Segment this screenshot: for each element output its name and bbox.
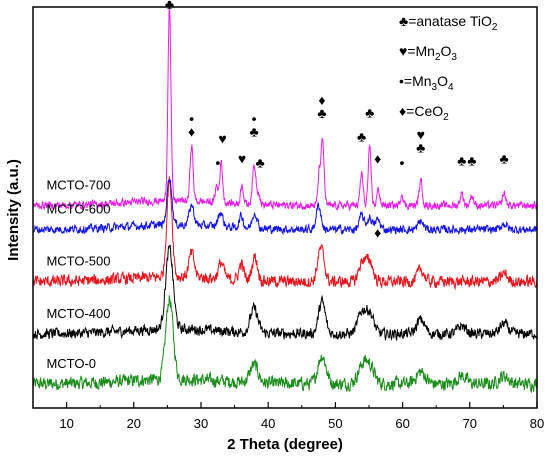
legend-entry-anatase: ♣=anatase TiO2 (399, 13, 498, 33)
peak-marker-club-icon: ♣ (416, 139, 425, 155)
peak-marker-diamond-icon: ♦ (188, 123, 195, 139)
x-tick-label: 70 (463, 416, 477, 431)
peak-marker-heart-icon: ♥ (218, 130, 226, 146)
series-lines (32, 4, 538, 394)
series-line-mcto-400 (32, 244, 538, 342)
series-label-mcto-0: MCTO-0 (46, 356, 96, 371)
peak-marker-club-icon: ♣ (165, 0, 174, 12)
sample-labels: MCTO-0 MCTO-400 MCTO-500 MCTO-600 MCTO-700 (46, 177, 110, 370)
series-line-mcto-0 (32, 295, 538, 394)
peak-marker-diamond-icon: ♦ (374, 150, 381, 166)
peak-markers: ♣•♦•♥♥•♣♣♦♣♣♣♦ •♥♣♣ ♣ ♣♦ (165, 0, 509, 241)
dot-icon: • (399, 73, 404, 89)
peak-marker-diamond-icon: ♦ (318, 92, 325, 108)
peak-marker-club-icon: ♣ (467, 152, 476, 168)
peak-marker-club-icon: ♣ (317, 105, 326, 121)
series-line-mcto-600 (32, 178, 538, 236)
series-label-mcto-500: MCTO-500 (46, 254, 110, 269)
peak-marker-club-icon: ♣ (499, 150, 508, 166)
club-icon: ♣ (399, 13, 408, 29)
peak-marker-heart-icon: ♥ (238, 150, 246, 166)
y-axis-title: Intensity (a.u.) (5, 159, 22, 261)
peak-marker-club-icon: ♣ (457, 152, 466, 168)
plot-frame (32, 6, 538, 409)
x-tick-label: 10 (59, 416, 73, 431)
x-tick-label: 80 (530, 416, 544, 431)
peak-marker-diamond-icon: ♦ (374, 225, 381, 241)
peak-marker-dot-icon: • (399, 154, 404, 170)
x-axis-title: 2 Theta (degree) (227, 436, 343, 453)
series-label-mcto-400: MCTO-400 (46, 306, 110, 321)
series-line-mcto-500 (32, 176, 538, 291)
legend-entry-ceo2: ♦=CeO2 (399, 103, 449, 123)
peak-marker-club-icon: ♣ (256, 154, 265, 170)
peak-marker-heart-icon: ♥ (417, 126, 425, 142)
x-tick-label: 50 (328, 416, 342, 431)
series-label-mcto-700: MCTO-700 (46, 177, 110, 192)
x-tick-label: 20 (127, 416, 141, 431)
x-axis-ticks: 10 20 30 40 50 60 70 80 (59, 402, 544, 431)
legend-entry-mn3o4: •=Mn3O4 (399, 73, 454, 93)
diamond-icon: ♦ (399, 103, 406, 119)
legend-entry-mn2o3: ♥=Mn2O3 (399, 43, 457, 63)
heart-icon: ♥ (399, 43, 407, 59)
series-label-mcto-600: MCTO-600 (46, 202, 110, 217)
x-tick-label: 40 (261, 416, 275, 431)
x-tick-label: 60 (395, 416, 409, 431)
peak-marker-dot-icon: • (252, 110, 257, 126)
peak-marker-club-icon: ♣ (357, 128, 366, 144)
peak-marker-club-icon: ♣ (249, 123, 258, 139)
series-line-mcto-700 (32, 4, 538, 212)
peak-marker-club-icon: ♣ (365, 104, 374, 120)
peak-marker-dot-icon: • (189, 110, 194, 126)
legend: ♣=anatase TiO2 ♥=Mn2O3 •=Mn3O4 ♦=CeO2 (399, 13, 498, 123)
x-tick-label: 30 (194, 416, 208, 431)
peak-marker-dot-icon: • (215, 154, 220, 170)
